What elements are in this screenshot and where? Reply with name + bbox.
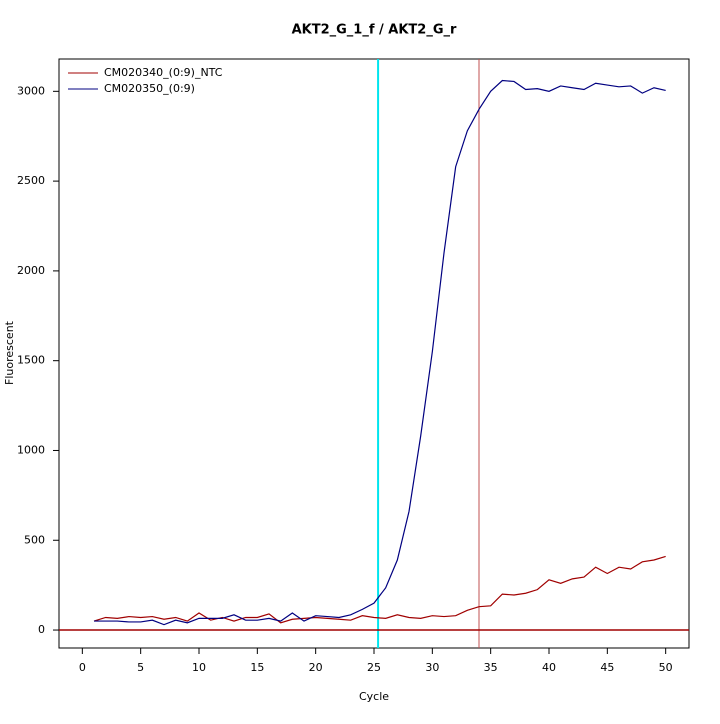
y-tick-label: 1500	[17, 354, 45, 367]
x-tick-label: 10	[192, 661, 206, 674]
x-tick-label: 25	[367, 661, 381, 674]
y-tick-label: 2500	[17, 174, 45, 187]
legend-label: CM020340_(0:9)_NTC	[104, 66, 223, 79]
x-tick-label: 40	[542, 661, 556, 674]
x-tick-label: 0	[79, 661, 86, 674]
series-line	[93, 555, 666, 624]
x-tick-label: 15	[250, 661, 264, 674]
y-tick-label: 0	[38, 623, 45, 636]
y-tick-label: 1000	[17, 443, 45, 456]
legend-label: CM020350_(0:9)	[104, 82, 195, 95]
y-tick-label: 500	[24, 533, 45, 546]
x-tick-label: 30	[425, 661, 439, 674]
y-tick-label: 3000	[17, 84, 45, 97]
y-axis-label: Fluorescent	[3, 320, 16, 385]
x-tick-label: 50	[659, 661, 673, 674]
x-tick-label: 35	[484, 661, 498, 674]
chart-title: AKT2_G_1_f / AKT2_G_r	[292, 23, 457, 38]
x-axis-label: Cycle	[359, 690, 389, 703]
x-tick-label: 5	[137, 661, 144, 674]
series-line	[94, 79, 666, 626]
y-tick-label: 2000	[17, 264, 45, 277]
x-tick-label: 20	[309, 661, 323, 674]
x-tick-label: 45	[600, 661, 614, 674]
